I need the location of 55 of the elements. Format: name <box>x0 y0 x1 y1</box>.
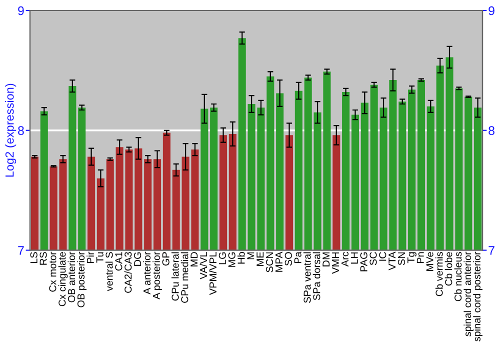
x-tick-label: VPM/VPL <box>209 252 217 295</box>
x-tick-label: Hb <box>237 252 245 264</box>
y-tick-label: 9 <box>18 6 24 16</box>
x-tick-label: VA/VL <box>200 252 208 280</box>
x-tick-label: PAG <box>360 252 368 272</box>
x-tick-label: Cx motor <box>49 252 56 292</box>
x-tick-label: MD <box>190 252 198 266</box>
x-tick-label: SC <box>370 252 377 266</box>
x-tick-label: SN <box>398 252 406 266</box>
x-tick-label: GP <box>162 252 170 266</box>
x-tick-label: Pa <box>294 252 302 264</box>
x-tick-label: CA1 <box>115 252 122 271</box>
x-tick-label: MVe <box>426 252 434 271</box>
x-tick-label: Tu <box>96 252 104 263</box>
x-tick-label: LH <box>350 252 358 264</box>
x-tick-label: A posterior <box>152 252 162 300</box>
y-tick-label: 8 <box>18 126 24 136</box>
y2-tick-label: 8 <box>488 126 494 136</box>
x-tick-label: SO <box>284 252 292 266</box>
y2-tick-label: 7 <box>488 246 494 255</box>
x-tick-label: Tg <box>408 252 416 264</box>
x-tick-label: DG <box>134 252 142 266</box>
x-tick-label: A anterior <box>143 252 151 294</box>
x-tick-label: MG <box>228 252 236 267</box>
x-tick-label: DM <box>322 252 330 266</box>
x-tick-label: MPA <box>276 252 282 272</box>
x-tick-label: SCN <box>266 252 274 272</box>
x-tick-label: CPu lateral <box>171 252 179 301</box>
x-tick-label: Pn <box>416 252 424 264</box>
y-axis-title: Log2 (expression) <box>5 84 16 177</box>
x-tick-label: CA2/CA3 <box>124 252 132 293</box>
x-tick-label: M <box>247 252 254 260</box>
x-tick-label: ME <box>256 252 264 266</box>
x-tick-label: SPa ventral <box>303 252 311 303</box>
x-tick-label: VTA <box>388 252 396 270</box>
x-tick-label: LS <box>30 252 38 264</box>
x-tick-label: spinal cord posterior <box>473 252 482 342</box>
x-tick-label: IC <box>379 252 386 261</box>
x-tick-label: RS <box>40 252 47 265</box>
x-tick-label: Arc <box>342 252 348 267</box>
x-tick-label: LG <box>218 252 226 264</box>
x-tick-label: Cb vermis <box>435 252 443 296</box>
x-tick-label: Cb nucleus <box>454 252 462 302</box>
x-tick-label: OB anterior <box>68 252 76 302</box>
x-tick-label: ventral S <box>105 252 113 292</box>
x-tick-label: OB posterior <box>77 252 87 308</box>
y2-tick-label: 9 <box>488 6 494 16</box>
x-tick-label: Cx cingulate <box>58 252 68 306</box>
x-tick-label: Pir <box>86 252 94 264</box>
x-tick-label: CPu medial <box>180 252 188 303</box>
x-tick-label: Cb lobe <box>444 252 452 286</box>
y-tick-label: 7 <box>18 246 24 255</box>
x-tick-label: SPa dorsal <box>312 252 320 300</box>
x-tick-label: VMH <box>332 252 339 274</box>
x-tick-label: spinal cord anterior <box>464 252 474 336</box>
